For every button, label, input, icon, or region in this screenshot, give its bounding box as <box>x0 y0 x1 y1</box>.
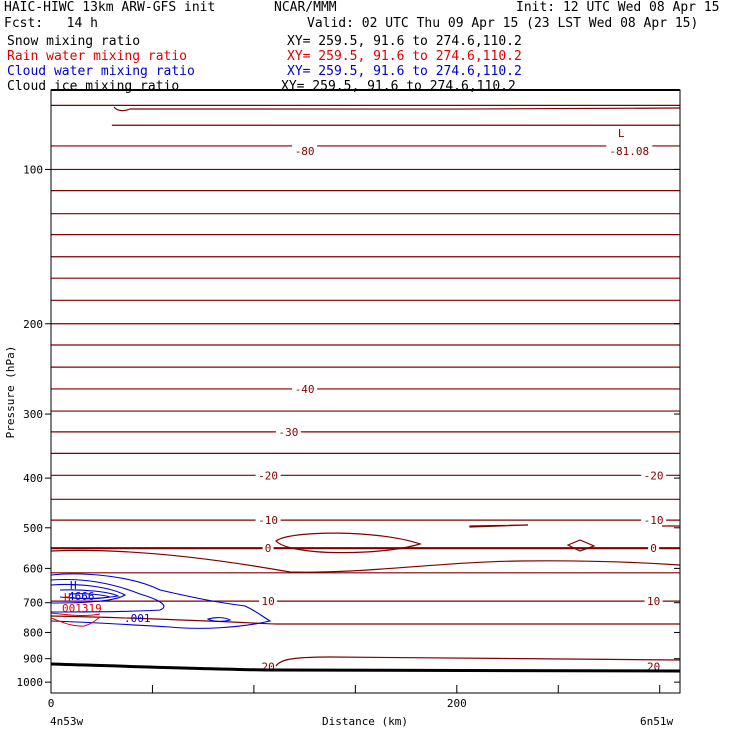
cross-section-plot: -80 -81.08L-40-30-20 -20-10 -100 010 1020 20 H… <box>0 0 740 740</box>
temperature-contour-upper <box>114 107 680 111</box>
temperature-contour-label: -20 <box>258 469 278 482</box>
temperature-closed-contour <box>276 533 420 553</box>
rain-water-max-value: 001319 <box>62 602 102 615</box>
temperature-contour-label: -10 <box>258 514 278 527</box>
y-tick-label: 300 <box>23 408 43 421</box>
temperature-contour-label: 10 <box>647 595 660 608</box>
temperature-contour-label: -40 <box>295 383 315 396</box>
temperature-contours <box>51 105 680 601</box>
y-tick-label: 200 <box>23 318 43 331</box>
y-tick-label: 1000 <box>17 676 44 689</box>
y-axis-label: Pressure (hPa) <box>4 346 17 439</box>
temperature-contour-label: -10 <box>644 514 664 527</box>
temperature-contour-label: -81.08 <box>609 145 649 158</box>
temperature-contour-label: L <box>618 127 625 140</box>
temperature-contour-label: 20 <box>261 660 274 673</box>
y-tick-label: 600 <box>23 562 43 575</box>
y-tick-label: 100 <box>23 163 43 176</box>
ground-surface <box>51 664 680 671</box>
x-axis-label: Distance (km) <box>322 715 408 728</box>
x-tick-label: 0 <box>48 697 55 710</box>
temperature-contour-label: -80 <box>295 145 315 158</box>
y-tick-label: 400 <box>23 472 43 485</box>
temperature-contour-label: 0 <box>265 542 272 555</box>
cloud-water-contour-label: .001 <box>124 612 151 625</box>
temperature-contour-820 <box>51 550 680 572</box>
temperature-closed-contour <box>568 540 594 551</box>
temperature-contour-label: -30 <box>278 426 298 439</box>
x-endpoint-left: 4n53w <box>50 715 83 728</box>
x-tick-label: 200 <box>447 697 467 710</box>
y-tick-label: 500 <box>23 522 43 535</box>
y-tick-label: 800 <box>23 626 43 639</box>
temperature-closed-contour <box>470 525 528 527</box>
temperature-contour-980 <box>276 657 680 666</box>
temperature-contour-label: 0 <box>650 542 657 555</box>
y-tick-label: 700 <box>23 597 43 610</box>
y-tick-label: 900 <box>23 653 43 666</box>
plot-frame <box>51 90 680 693</box>
x-endpoint-right: 6n51w <box>640 715 673 728</box>
temperature-contour-label: -20 <box>644 469 664 482</box>
x-axis: 0 200 <box>48 685 660 710</box>
temperature-contour-label: 10 <box>261 595 274 608</box>
